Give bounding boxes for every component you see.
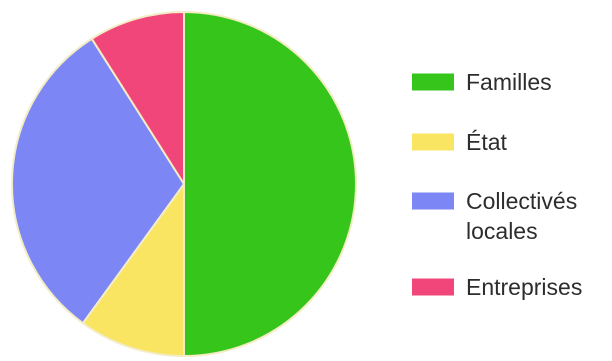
pie-slices <box>11 11 357 357</box>
legend-swatch-3 <box>412 192 454 210</box>
pie-slice-entreprises <box>90 11 185 185</box>
legend-label-1: Familles <box>466 69 552 95</box>
pie-slice-etat <box>81 183 185 357</box>
pie-slice-collectives-locales <box>11 37 185 325</box>
pie-slice-familles <box>183 11 357 357</box>
legend-label-2: État <box>466 129 508 155</box>
legend-label-4: Entreprises <box>466 274 582 300</box>
legend-label-3-line-1: Collectivés <box>466 188 577 214</box>
legend-label-3-line-2: locales <box>466 218 538 244</box>
legend: Familles État Collectivés locales Entreprise… <box>412 69 582 300</box>
legend-swatch-4 <box>412 278 454 296</box>
legend-swatch-2 <box>412 133 454 151</box>
legend-swatch-1 <box>412 73 454 91</box>
